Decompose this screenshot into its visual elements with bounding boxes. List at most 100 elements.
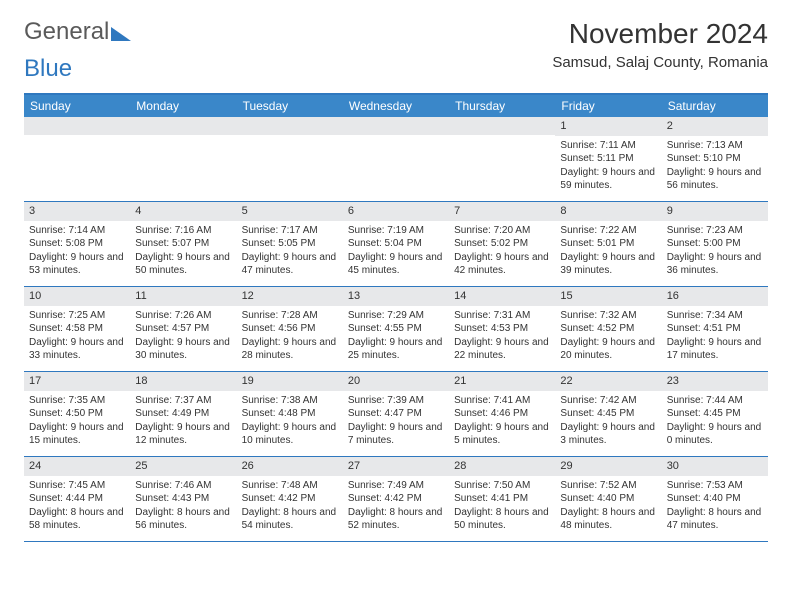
logo-triangle-icon <box>111 27 131 41</box>
day-body: Sunrise: 7:45 AMSunset: 4:44 PMDaylight:… <box>24 476 130 538</box>
day-body: Sunrise: 7:50 AMSunset: 4:41 PMDaylight:… <box>449 476 555 538</box>
day-cell: 20Sunrise: 7:39 AMSunset: 4:47 PMDayligh… <box>343 372 449 456</box>
week-row: 3Sunrise: 7:14 AMSunset: 5:08 PMDaylight… <box>24 202 768 287</box>
weekday-friday: Friday <box>555 95 661 117</box>
day-body: Sunrise: 7:11 AMSunset: 5:11 PMDaylight:… <box>555 136 661 198</box>
day-body: Sunrise: 7:37 AMSunset: 4:49 PMDaylight:… <box>130 391 236 453</box>
day-body: Sunrise: 7:34 AMSunset: 4:51 PMDaylight:… <box>662 306 768 368</box>
day-number: 26 <box>237 457 343 476</box>
day-body: Sunrise: 7:32 AMSunset: 4:52 PMDaylight:… <box>555 306 661 368</box>
day-cell: 21Sunrise: 7:41 AMSunset: 4:46 PMDayligh… <box>449 372 555 456</box>
day-number-empty <box>237 117 343 135</box>
day-cell: 17Sunrise: 7:35 AMSunset: 4:50 PMDayligh… <box>24 372 130 456</box>
weekday-thursday: Thursday <box>449 95 555 117</box>
day-number: 1 <box>555 117 661 136</box>
day-cell: 25Sunrise: 7:46 AMSunset: 4:43 PMDayligh… <box>130 457 236 541</box>
day-body: Sunrise: 7:35 AMSunset: 4:50 PMDaylight:… <box>24 391 130 453</box>
day-number: 27 <box>343 457 449 476</box>
day-number: 28 <box>449 457 555 476</box>
day-body: Sunrise: 7:42 AMSunset: 4:45 PMDaylight:… <box>555 391 661 453</box>
day-number: 20 <box>343 372 449 391</box>
month-title: November 2024 <box>552 18 768 50</box>
day-cell: 29Sunrise: 7:52 AMSunset: 4:40 PMDayligh… <box>555 457 661 541</box>
day-body: Sunrise: 7:17 AMSunset: 5:05 PMDaylight:… <box>237 221 343 283</box>
logo: General <box>24 18 131 46</box>
day-cell: 1Sunrise: 7:11 AMSunset: 5:11 PMDaylight… <box>555 117 661 201</box>
day-body: Sunrise: 7:22 AMSunset: 5:01 PMDaylight:… <box>555 221 661 283</box>
day-number: 11 <box>130 287 236 306</box>
day-number: 18 <box>130 372 236 391</box>
calendar: SundayMondayTuesdayWednesdayThursdayFrid… <box>24 93 768 542</box>
day-cell: 24Sunrise: 7:45 AMSunset: 4:44 PMDayligh… <box>24 457 130 541</box>
day-body: Sunrise: 7:25 AMSunset: 4:58 PMDaylight:… <box>24 306 130 368</box>
day-cell: 28Sunrise: 7:50 AMSunset: 4:41 PMDayligh… <box>449 457 555 541</box>
day-number: 29 <box>555 457 661 476</box>
day-number-empty <box>130 117 236 135</box>
day-number: 16 <box>662 287 768 306</box>
day-body: Sunrise: 7:28 AMSunset: 4:56 PMDaylight:… <box>237 306 343 368</box>
day-cell: 8Sunrise: 7:22 AMSunset: 5:01 PMDaylight… <box>555 202 661 286</box>
day-number: 8 <box>555 202 661 221</box>
day-number: 30 <box>662 457 768 476</box>
weekday-sunday: Sunday <box>24 95 130 117</box>
day-body: Sunrise: 7:49 AMSunset: 4:42 PMDaylight:… <box>343 476 449 538</box>
day-cell: 18Sunrise: 7:37 AMSunset: 4:49 PMDayligh… <box>130 372 236 456</box>
day-number: 4 <box>130 202 236 221</box>
day-cell: 9Sunrise: 7:23 AMSunset: 5:00 PMDaylight… <box>662 202 768 286</box>
day-cell: 13Sunrise: 7:29 AMSunset: 4:55 PMDayligh… <box>343 287 449 371</box>
day-cell <box>237 117 343 201</box>
day-body: Sunrise: 7:16 AMSunset: 5:07 PMDaylight:… <box>130 221 236 283</box>
day-body: Sunrise: 7:38 AMSunset: 4:48 PMDaylight:… <box>237 391 343 453</box>
day-body: Sunrise: 7:46 AMSunset: 4:43 PMDaylight:… <box>130 476 236 538</box>
day-number: 22 <box>555 372 661 391</box>
day-number: 21 <box>449 372 555 391</box>
day-number: 17 <box>24 372 130 391</box>
day-cell: 26Sunrise: 7:48 AMSunset: 4:42 PMDayligh… <box>237 457 343 541</box>
weekday-monday: Monday <box>130 95 236 117</box>
day-body: Sunrise: 7:31 AMSunset: 4:53 PMDaylight:… <box>449 306 555 368</box>
logo-word1: General <box>24 18 109 46</box>
day-body: Sunrise: 7:19 AMSunset: 5:04 PMDaylight:… <box>343 221 449 283</box>
day-number: 14 <box>449 287 555 306</box>
day-number: 5 <box>237 202 343 221</box>
day-body: Sunrise: 7:26 AMSunset: 4:57 PMDaylight:… <box>130 306 236 368</box>
day-cell: 30Sunrise: 7:53 AMSunset: 4:40 PMDayligh… <box>662 457 768 541</box>
day-cell: 27Sunrise: 7:49 AMSunset: 4:42 PMDayligh… <box>343 457 449 541</box>
day-cell: 15Sunrise: 7:32 AMSunset: 4:52 PMDayligh… <box>555 287 661 371</box>
day-number-empty <box>24 117 130 135</box>
location: Samsud, Salaj County, Romania <box>552 54 768 71</box>
day-number: 15 <box>555 287 661 306</box>
week-row: 10Sunrise: 7:25 AMSunset: 4:58 PMDayligh… <box>24 287 768 372</box>
day-cell: 11Sunrise: 7:26 AMSunset: 4:57 PMDayligh… <box>130 287 236 371</box>
day-body: Sunrise: 7:52 AMSunset: 4:40 PMDaylight:… <box>555 476 661 538</box>
day-cell: 7Sunrise: 7:20 AMSunset: 5:02 PMDaylight… <box>449 202 555 286</box>
day-body: Sunrise: 7:13 AMSunset: 5:10 PMDaylight:… <box>662 136 768 198</box>
day-cell: 4Sunrise: 7:16 AMSunset: 5:07 PMDaylight… <box>130 202 236 286</box>
day-cell: 5Sunrise: 7:17 AMSunset: 5:05 PMDaylight… <box>237 202 343 286</box>
day-body: Sunrise: 7:23 AMSunset: 5:00 PMDaylight:… <box>662 221 768 283</box>
day-body: Sunrise: 7:53 AMSunset: 4:40 PMDaylight:… <box>662 476 768 538</box>
day-number: 13 <box>343 287 449 306</box>
weeks-container: 1Sunrise: 7:11 AMSunset: 5:11 PMDaylight… <box>24 117 768 542</box>
week-row: 24Sunrise: 7:45 AMSunset: 4:44 PMDayligh… <box>24 457 768 542</box>
day-number: 7 <box>449 202 555 221</box>
day-body: Sunrise: 7:48 AMSunset: 4:42 PMDaylight:… <box>237 476 343 538</box>
day-body: Sunrise: 7:14 AMSunset: 5:08 PMDaylight:… <box>24 221 130 283</box>
day-cell: 23Sunrise: 7:44 AMSunset: 4:45 PMDayligh… <box>662 372 768 456</box>
weekday-wednesday: Wednesday <box>343 95 449 117</box>
day-body: Sunrise: 7:20 AMSunset: 5:02 PMDaylight:… <box>449 221 555 283</box>
day-cell: 6Sunrise: 7:19 AMSunset: 5:04 PMDaylight… <box>343 202 449 286</box>
title-block: November 2024 Samsud, Salaj County, Roma… <box>552 18 768 71</box>
day-cell: 14Sunrise: 7:31 AMSunset: 4:53 PMDayligh… <box>449 287 555 371</box>
day-cell: 19Sunrise: 7:38 AMSunset: 4:48 PMDayligh… <box>237 372 343 456</box>
day-body-empty <box>130 135 236 201</box>
day-number: 12 <box>237 287 343 306</box>
day-number-empty <box>449 117 555 135</box>
day-body: Sunrise: 7:39 AMSunset: 4:47 PMDaylight:… <box>343 391 449 453</box>
day-number: 10 <box>24 287 130 306</box>
day-cell: 2Sunrise: 7:13 AMSunset: 5:10 PMDaylight… <box>662 117 768 201</box>
day-number: 23 <box>662 372 768 391</box>
day-cell: 12Sunrise: 7:28 AMSunset: 4:56 PMDayligh… <box>237 287 343 371</box>
day-cell <box>449 117 555 201</box>
day-cell <box>130 117 236 201</box>
